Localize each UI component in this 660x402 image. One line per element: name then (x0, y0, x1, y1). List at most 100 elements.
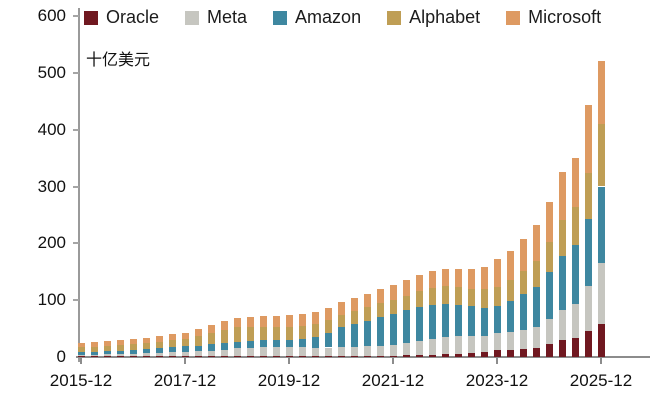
legend-label: Microsoft (528, 7, 602, 27)
bar-segment-oracle-2021-09 (376, 355, 384, 357)
bar-segment-oracle-2025-06 (571, 337, 579, 357)
bar-segment-microsoft-2016-06 (103, 341, 111, 346)
legend-item-microsoft: Microsoft (506, 7, 601, 28)
bar-segment-meta-2020-06 (311, 347, 319, 357)
legend-swatch-amazon-icon (273, 10, 288, 25)
bar-segment-microsoft-2019-03 (246, 317, 254, 327)
bar-segment-meta-2018-09 (220, 349, 228, 357)
bar-segment-meta-2018-03 (194, 351, 202, 356)
bar-segment-amazon-2018-03 (194, 345, 202, 352)
bar-segment-amazon-2017-12 (181, 346, 189, 353)
x-axis (76, 356, 650, 358)
bar-segment-oracle-2023-06 (467, 353, 475, 357)
y-tick-label: 400 (37, 119, 66, 139)
bar-segment-oracle-2018-06 (207, 356, 215, 357)
bar-segment-alphabet-2025-06 (571, 206, 579, 246)
bar-segment-microsoft-2021-06 (363, 293, 371, 308)
bar-segment-alphabet-2024-12 (545, 242, 553, 273)
bar-segment-alphabet-2016-06 (103, 345, 111, 352)
x-tick-mark (288, 358, 290, 364)
bar-segment-alphabet-2016-12 (129, 344, 137, 350)
bar-segment-oracle-2015-12 (77, 356, 85, 357)
bar-segment-meta-2024-09 (532, 326, 540, 348)
bar-segment-oracle-2022-09 (428, 354, 436, 357)
bar-segment-oracle-2024-03 (506, 349, 514, 357)
x-tick-label: 2023-12 (465, 371, 529, 390)
legend-swatch-oracle-icon (84, 10, 98, 25)
x-tick-mark (496, 358, 498, 364)
bar-segment-microsoft-2024-12 (545, 202, 553, 243)
bar-segment-alphabet-2020-09 (324, 320, 332, 333)
bar-segment-oracle-2021-12 (389, 355, 397, 357)
bar-segment-oracle-2017-12 (181, 355, 189, 357)
bar-segment-amazon-2017-09 (168, 347, 176, 353)
bar-segment-microsoft-2020-09 (324, 307, 332, 321)
bar-segment-microsoft-2016-09 (116, 340, 124, 345)
bar-segment-amazon-2020-06 (311, 336, 319, 348)
bar-segment-microsoft-2017-09 (168, 334, 176, 341)
bar-segment-alphabet-2017-12 (181, 338, 189, 347)
x-tick-label: 2021-12 (361, 371, 425, 390)
bar-segment-microsoft-2022-12 (441, 268, 449, 286)
bar-segment-amazon-2020-12 (337, 327, 345, 348)
y-tick-label: 600 (37, 6, 66, 25)
bar-segment-meta-2021-06 (363, 346, 371, 356)
bar-segment-amazon-2015-12 (77, 352, 85, 355)
bar-segment-microsoft-2024-09 (532, 225, 540, 261)
bar-segment-alphabet-2018-12 (233, 327, 241, 342)
bar-segment-microsoft-2022-06 (415, 274, 423, 292)
bar-segment-amazon-2019-06 (259, 340, 267, 348)
bar-segment-amazon-2025-12 (597, 186, 605, 263)
bar-segment-oracle-2017-03 (142, 356, 150, 357)
bar-segment-alphabet-2018-09 (220, 329, 228, 344)
bar-segment-amazon-2021-09 (376, 316, 384, 346)
bar-segment-alphabet-2022-09 (428, 287, 436, 305)
bar-segment-meta-2021-03 (350, 346, 358, 356)
bar-segment-amazon-2019-03 (246, 340, 254, 348)
bar-segment-amazon-2022-03 (402, 310, 410, 344)
y-tick-mark (73, 242, 79, 245)
bar-segment-meta-2017-06 (155, 352, 163, 356)
bar-segment-microsoft-2017-03 (142, 337, 150, 343)
y-tick-label: 100 (37, 290, 66, 310)
bar-segment-microsoft-2021-12 (389, 285, 397, 300)
bar-segment-alphabet-2025-09 (584, 173, 592, 219)
bar-segment-meta-2018-12 (233, 348, 241, 357)
bar-segment-alphabet-2021-03 (350, 311, 358, 325)
y-tick-mark (73, 71, 79, 74)
bar-segment-microsoft-2025-06 (571, 158, 579, 207)
bar-segment-oracle-2018-09 (220, 356, 228, 357)
bar-segment-microsoft-2016-03 (90, 342, 98, 347)
bar-segment-meta-2020-12 (337, 347, 345, 357)
bar-segment-amazon-2018-09 (220, 343, 228, 350)
bar-segment-alphabet-2022-03 (402, 295, 410, 311)
bar-segment-alphabet-2019-06 (259, 326, 267, 341)
bar-segment-oracle-2025-12 (597, 324, 605, 357)
x-tick-mark (184, 358, 186, 364)
bar-segment-alphabet-2018-03 (194, 335, 202, 346)
bar-segment-alphabet-2020-03 (298, 325, 306, 339)
bar-segment-amazon-2022-12 (441, 303, 449, 337)
legend-item-oracle: Oracle (84, 7, 159, 28)
bar-segment-microsoft-2019-12 (285, 315, 293, 327)
bar-segment-meta-2019-09 (272, 347, 280, 357)
bar-segment-meta-2024-06 (519, 330, 527, 350)
bar-segment-oracle-2017-09 (168, 355, 176, 357)
bar-segment-meta-2022-09 (428, 338, 436, 355)
y-tick-mark (73, 185, 79, 188)
bar-segment-oracle-2020-03 (298, 356, 306, 357)
bar-segment-meta-2024-03 (506, 331, 514, 350)
bar-segment-meta-2017-09 (168, 352, 176, 356)
bar-segment-alphabet-2022-12 (441, 285, 449, 304)
bar-segment-oracle-2016-09 (116, 356, 124, 357)
bar-segment-meta-2016-03 (90, 354, 98, 357)
bar-segment-microsoft-2023-06 (467, 269, 475, 289)
bar-segment-microsoft-2025-03 (558, 171, 566, 221)
bar-segment-oracle-2020-09 (324, 356, 332, 357)
bar-segment-alphabet-2019-03 (246, 326, 254, 341)
y-tick-label: 500 (37, 62, 66, 82)
bar-segment-meta-2020-03 (298, 347, 306, 357)
bar-segment-meta-2017-12 (181, 352, 189, 356)
legend-label: Alphabet (409, 7, 481, 27)
bar-segment-oracle-2025-09 (584, 331, 592, 357)
